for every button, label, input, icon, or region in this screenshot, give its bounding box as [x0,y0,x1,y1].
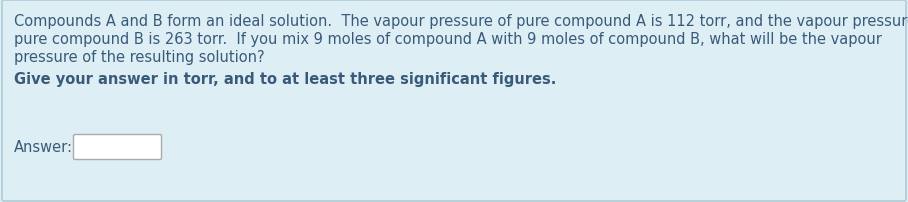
Text: Give your answer in torr, and to at least three significant figures.: Give your answer in torr, and to at leas… [14,72,557,87]
FancyBboxPatch shape [74,135,162,160]
Text: Answer:: Answer: [14,140,73,155]
Text: pure compound B is 263 torr.  If you mix 9 moles of compound A with 9 moles of c: pure compound B is 263 torr. If you mix … [14,32,882,47]
Text: pressure of the resulting solution?: pressure of the resulting solution? [14,50,264,65]
Text: Compounds A and B form an ideal solution.  The vapour pressure of pure compound : Compounds A and B form an ideal solution… [14,14,908,29]
